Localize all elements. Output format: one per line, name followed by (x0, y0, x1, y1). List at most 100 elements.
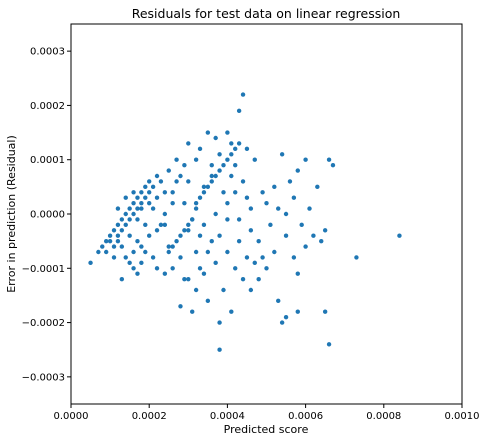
scatter-point (213, 260, 218, 266)
scatter-point (193, 287, 199, 293)
scatter-point (299, 222, 304, 228)
scatter-point (139, 260, 144, 266)
scatter-point (115, 222, 121, 228)
scatter-point (213, 135, 218, 141)
scatter-point (205, 249, 211, 255)
scatter-point (236, 238, 242, 244)
scatter-point (103, 249, 109, 255)
scatter-point (190, 217, 195, 222)
scatter-point (143, 249, 148, 255)
scatter-point (295, 168, 300, 173)
scatter-point (217, 347, 222, 352)
scatter-point (193, 200, 199, 206)
scatter-point (158, 222, 164, 228)
scatter-point (213, 173, 218, 179)
scatter-point (287, 179, 293, 184)
scatter-point (131, 190, 136, 195)
plot-frame (70, 23, 463, 405)
y-tick-label: 0.0000 (30, 210, 65, 221)
scatter-point (154, 266, 160, 271)
scatter-point (311, 233, 316, 238)
scatter-point (322, 309, 328, 314)
scatter-point (147, 179, 152, 184)
scatter-point (213, 211, 218, 217)
scatter-point (154, 195, 160, 200)
scatter-point (111, 244, 117, 249)
scatter-point (201, 190, 207, 195)
scatter-point (186, 222, 191, 228)
scatter-point (166, 168, 171, 173)
scatter-point (283, 314, 289, 320)
scatter-point (256, 276, 261, 282)
scatter-point (248, 228, 254, 233)
x-tick-label: 0.0004 (210, 411, 245, 422)
scatter-point (154, 228, 160, 233)
scatter-point (131, 249, 136, 255)
scatter-point (197, 146, 203, 152)
scatter-point (244, 195, 250, 200)
scatter-point (197, 266, 203, 271)
scatter-point (233, 266, 238, 271)
scatter-point (205, 298, 211, 304)
scatter-point (147, 233, 152, 238)
scatter-point (162, 211, 168, 217)
scatter-point (209, 238, 214, 244)
scatter-point (147, 200, 152, 206)
scatter-point (291, 255, 297, 260)
scatter-point (186, 141, 191, 146)
scatter-points (88, 92, 402, 352)
scatter-point (279, 152, 285, 157)
scatter-point (229, 152, 234, 157)
scatter-point (330, 162, 336, 168)
scatter-point (143, 184, 148, 190)
scatter-point (119, 244, 125, 249)
scatter-point (166, 244, 171, 249)
scatter-point (283, 233, 289, 238)
scatter-point (322, 228, 328, 233)
scatter-point (209, 162, 214, 168)
scatter-point (268, 222, 273, 228)
y-tick-label: −0.0002 (22, 318, 65, 329)
scatter-point (139, 244, 144, 249)
scatter-point (111, 255, 117, 260)
scatter-point (248, 206, 254, 211)
scatter-point (107, 233, 113, 238)
y-axis-label: Error in prediction (Residual) (5, 135, 18, 293)
scatter-point (186, 228, 191, 233)
x-tick-label: 0.0008 (366, 411, 401, 422)
scatter-point (264, 200, 269, 206)
y-tick-label: 0.0001 (30, 155, 65, 166)
chart-title: Residuals for test data on linear regres… (132, 6, 401, 21)
scatter-point (154, 173, 160, 179)
scatter-point (201, 184, 207, 190)
scatter-point (100, 244, 105, 249)
scatter-point (166, 249, 171, 255)
scatter-point (307, 206, 312, 211)
scatter-point (229, 309, 234, 314)
scatter-point (119, 217, 125, 222)
scatter-point (240, 92, 246, 97)
scatter-point (276, 298, 281, 304)
x-axis: 0.0000 0.0002 0.0004 0.0006 0.0008 0.0010 (54, 404, 480, 422)
scatter-point (190, 309, 195, 314)
scatter-point (119, 276, 125, 282)
x-tick-label: 0.0000 (54, 411, 89, 422)
x-axis-label: Predicted score (224, 423, 309, 436)
x-tick-label: 0.0002 (132, 411, 167, 422)
scatter-point (143, 222, 148, 228)
scatter-point (229, 173, 234, 179)
scatter-point (107, 238, 113, 244)
scatter-point (225, 217, 230, 222)
scatter-point (186, 179, 191, 184)
scatter-point (326, 342, 332, 347)
y-tick-label: 0.0002 (30, 101, 65, 112)
scatter-point (174, 179, 179, 184)
scatter-point (139, 190, 144, 195)
scatter-point (244, 146, 250, 152)
x-tick-label: 0.0010 (445, 411, 480, 422)
scatter-point (178, 233, 183, 238)
scatter-point (131, 266, 136, 271)
scatter-point (295, 271, 300, 276)
